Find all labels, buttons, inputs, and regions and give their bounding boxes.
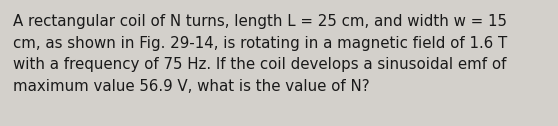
Text: A rectangular coil of N turns, length L = 25 cm, and width w = 15
cm, as shown i: A rectangular coil of N turns, length L … xyxy=(13,14,507,94)
